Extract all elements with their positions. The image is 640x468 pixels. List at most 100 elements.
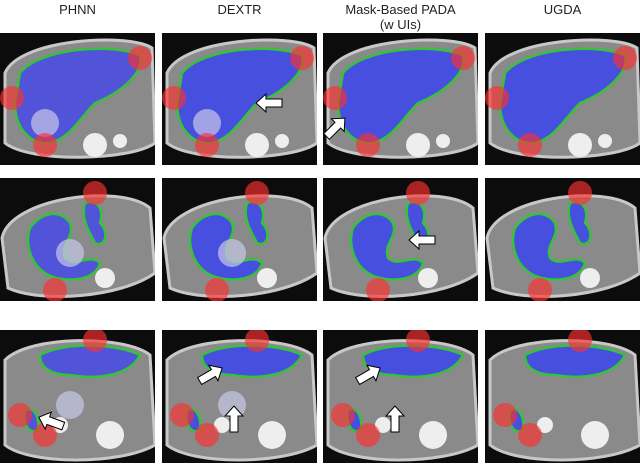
image-panel <box>162 178 317 301</box>
column-title: DEXTR <box>217 2 261 17</box>
segmentation <box>202 345 302 377</box>
extreme-point <box>518 423 542 447</box>
extreme-point <box>245 330 269 352</box>
extreme-point <box>356 133 380 157</box>
contour <box>244 200 269 246</box>
extreme-point <box>518 133 542 157</box>
arrow <box>323 117 346 141</box>
arrow <box>354 364 381 386</box>
extreme-point <box>406 330 430 352</box>
error-region <box>218 239 246 267</box>
contour <box>567 200 592 246</box>
arrow <box>38 411 66 431</box>
segmentation <box>338 48 464 144</box>
image-panel <box>323 330 478 463</box>
segmentation <box>40 345 140 377</box>
bone <box>96 421 124 449</box>
bone <box>95 268 115 288</box>
body <box>485 194 640 298</box>
image-panel <box>485 178 640 301</box>
bone <box>214 417 230 433</box>
extreme-point <box>128 46 152 70</box>
image-panel <box>485 330 640 463</box>
bone <box>568 133 592 157</box>
contour <box>82 200 107 246</box>
bone <box>580 268 600 288</box>
bone <box>245 133 269 157</box>
arrow <box>196 364 223 386</box>
arrow <box>408 229 436 251</box>
contour <box>188 212 264 281</box>
contour <box>511 212 587 281</box>
extreme-point <box>451 46 475 70</box>
image-panel <box>0 33 155 165</box>
extreme-point <box>33 423 57 447</box>
body <box>323 194 478 298</box>
image-panel <box>0 330 155 463</box>
image-panel <box>323 33 478 165</box>
contour <box>13 47 142 145</box>
error-region <box>56 239 84 267</box>
segmentation <box>500 48 626 144</box>
column-title: UGDA <box>544 2 582 17</box>
extreme-point <box>568 330 592 352</box>
segmentation <box>525 345 625 377</box>
arrow <box>223 405 245 433</box>
error-region <box>31 109 59 137</box>
extreme-point <box>162 86 186 110</box>
image-panel <box>485 33 640 165</box>
bone <box>113 134 127 148</box>
image-panel <box>162 33 317 165</box>
error-region <box>56 391 84 419</box>
extreme-point <box>528 278 552 301</box>
extreme-point <box>493 403 517 427</box>
image-panel <box>162 330 317 463</box>
segmentation <box>363 345 463 377</box>
arrow <box>255 92 283 114</box>
contour <box>349 212 425 281</box>
extreme-point <box>356 423 380 447</box>
bone <box>537 417 553 433</box>
column-title: (w UIs) <box>380 17 421 32</box>
bone <box>436 134 450 148</box>
error-region <box>193 109 221 137</box>
extreme-point <box>43 278 67 301</box>
extreme-point <box>83 181 107 205</box>
extreme-point <box>0 86 24 110</box>
contour <box>498 47 627 145</box>
image-panel <box>323 178 478 301</box>
column-title: PHNN <box>59 2 96 17</box>
bone <box>418 268 438 288</box>
bone <box>83 133 107 157</box>
extreme-point <box>205 278 229 301</box>
extreme-point <box>83 330 107 352</box>
bone <box>258 421 286 449</box>
extreme-point <box>290 46 314 70</box>
extreme-point <box>195 423 219 447</box>
extreme-point <box>33 133 57 157</box>
extreme-point <box>613 46 637 70</box>
extreme-point <box>366 278 390 301</box>
extreme-point <box>331 403 355 427</box>
bone <box>598 134 612 148</box>
extreme-point <box>245 181 269 205</box>
bone <box>275 134 289 148</box>
image-panel <box>0 178 155 301</box>
bone <box>375 417 391 433</box>
extreme-point <box>568 181 592 205</box>
bone <box>406 133 430 157</box>
extreme-point <box>195 133 219 157</box>
extreme-point <box>8 403 32 427</box>
extreme-point <box>485 86 509 110</box>
contour <box>26 212 102 281</box>
bone <box>419 421 447 449</box>
contour <box>336 47 465 145</box>
extreme-point <box>323 86 347 110</box>
bone <box>257 268 277 288</box>
arrow <box>384 405 406 433</box>
bone <box>581 421 609 449</box>
column-title: Mask-Based PADA <box>345 2 456 17</box>
extreme-point <box>170 403 194 427</box>
extreme-point <box>406 181 430 205</box>
